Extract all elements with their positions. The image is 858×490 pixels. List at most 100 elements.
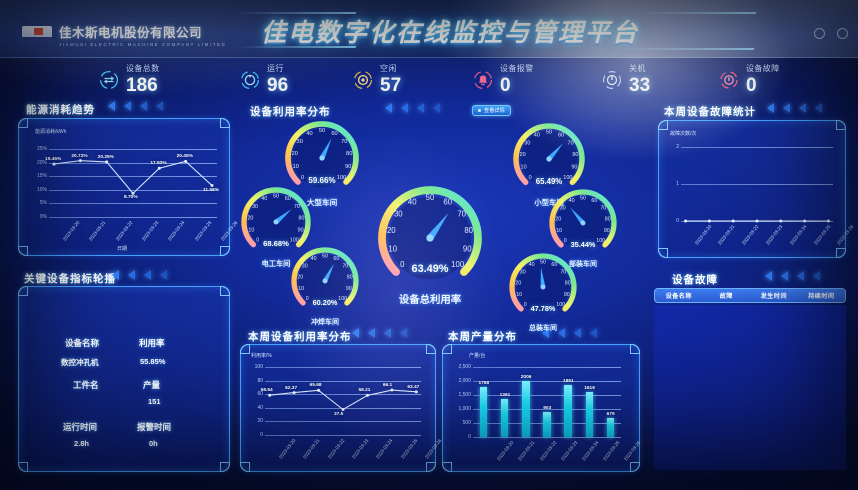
key-device-row-label: 数控冲孔机 [61, 358, 99, 367]
key-device-row-value: 产量 [143, 380, 161, 390]
panel-title-fault-stats: 本周设备故障统计 [664, 106, 756, 118]
svg-text:50: 50 [322, 253, 328, 259]
fault-icon [718, 69, 740, 91]
svg-text:70: 70 [341, 139, 347, 145]
svg-text:40: 40 [534, 133, 540, 139]
kpi-label: 关机 [629, 64, 646, 73]
kpi-idle[interactable]: 空闲 57 [352, 65, 401, 95]
data-label: 17.93% [150, 161, 167, 167]
kpi-device-total[interactable]: 设备总数 186 [98, 65, 160, 95]
svg-text:10: 10 [521, 165, 527, 171]
company-logo: 佳木斯电机股份有限公司 JIAMUSI ELECTRIC MACHINE COM… [22, 22, 226, 47]
svg-text:70: 70 [600, 206, 606, 212]
panel-title-fault-table: 设备故障 [672, 274, 718, 286]
data-label: 2006 [520, 374, 532, 380]
x-axis-tick: 2023-03-20 [496, 440, 515, 462]
view-detail-label: 查看详情 [484, 108, 505, 114]
svg-text:50: 50 [426, 193, 435, 202]
fault-table-header: 设备名称 故障 发生时间 持续时间 [654, 288, 846, 303]
svg-text:70: 70 [560, 270, 566, 276]
kpi-value: 33 [629, 75, 651, 96]
svg-text:70: 70 [457, 209, 466, 218]
gauge-value: 35.44% [570, 239, 596, 249]
svg-text:70: 70 [568, 141, 574, 147]
minimize-icon[interactable] [814, 28, 825, 39]
key-device-row-label: 设备名称 [65, 338, 100, 348]
key-device-row-label: 2.8h [74, 439, 90, 448]
svg-text:80: 80 [299, 215, 305, 221]
kpi-alarm[interactable]: 设备报警 0 [472, 65, 534, 95]
running-icon [239, 69, 261, 91]
y-axis-tick: 2,500 [458, 364, 471, 370]
y-axis-tick: 500 [462, 420, 471, 426]
svg-text:20: 20 [247, 215, 253, 221]
gauge-value: 63.49% [411, 262, 449, 275]
key-device-row-value: 0h [149, 439, 158, 448]
data-label: 903 [543, 405, 552, 411]
y-axis-tick: 0 [468, 434, 471, 440]
gauge-2[interactable]: 0 10 20 30 40 50 60 70 80 90 100 60.20% 冲焊车间 [290, 246, 360, 330]
svg-text:50: 50 [273, 193, 279, 199]
x-axis-tick: 2023-03-26 [623, 440, 642, 462]
x-axis-tick: 2023-03-24 [580, 440, 600, 462]
window-controls[interactable] [814, 28, 848, 39]
fault-table-body[interactable] [654, 305, 846, 470]
panel-title-week-util: 本周设备利用率分布 [248, 331, 352, 343]
key-device-row-value: 151 [148, 397, 161, 406]
panel-title-key-device: 关键设备指标轮播 [24, 273, 116, 285]
x-axis-tick: 2023-03-23 [559, 440, 579, 462]
data-label: 1361 [499, 392, 511, 398]
kpi-strip: 设备总数 186 运行 96 空闲 57 [0, 58, 858, 100]
kpi-running[interactable]: 运行 96 [239, 65, 288, 95]
svg-text:90: 90 [564, 292, 570, 298]
bar [522, 380, 530, 437]
gauge-name: 设备总利用率 [398, 295, 462, 306]
data-label: 8.70% [124, 195, 138, 201]
svg-text:50: 50 [546, 130, 552, 136]
gauge-6[interactable]: 0 10 20 30 40 50 60 70 80 90 100 47.78% 总装车间 [508, 252, 578, 336]
data-label: 679 [606, 411, 615, 417]
svg-text:10: 10 [388, 244, 397, 253]
kpi-value: 186 [126, 75, 158, 96]
svg-text:50: 50 [540, 259, 546, 265]
svg-text:50: 50 [580, 195, 586, 201]
kpi-fault[interactable]: 设备故障 0 [718, 65, 780, 95]
svg-text:50: 50 [319, 128, 325, 134]
data-label: 58.54 [260, 388, 273, 394]
view-detail-button[interactable]: 查看详情 [472, 105, 511, 116]
svg-text:90: 90 [345, 164, 351, 170]
svg-text:20: 20 [292, 151, 298, 157]
fault-stats-panel: 故障次数/次 0 1 2 2023-03-20 2023-03-21 2023-03-22… [658, 120, 855, 258]
data-label: 1851 [563, 379, 574, 385]
bar [500, 398, 509, 437]
fault-table-col: 持续时间 [808, 293, 835, 300]
svg-text:40: 40 [408, 197, 417, 206]
data-label: 37.5 [334, 411, 344, 417]
alarm-bell-icon [472, 69, 494, 91]
svg-text:30: 30 [252, 204, 258, 210]
chevron-group-fault-table [765, 271, 820, 281]
chevron-group-key-device [112, 270, 167, 280]
shutdown-icon [601, 69, 623, 91]
svg-text:10: 10 [556, 228, 562, 234]
chevron-group-utilization [385, 103, 440, 113]
data-label: 63.47 [407, 384, 420, 390]
svg-text:80: 80 [464, 226, 473, 235]
bar [585, 391, 594, 437]
svg-text:30: 30 [524, 141, 530, 147]
data-label: 11.58% [202, 187, 219, 193]
svg-text:80: 80 [565, 280, 571, 286]
svg-text:60: 60 [333, 256, 339, 262]
gauge-3[interactable]: 0 10 20 30 40 50 60 70 80 90 100 63.49% 设备总利用率 [378, 186, 482, 306]
kpi-shutdown[interactable]: 关机 33 [601, 65, 650, 95]
svg-text:30: 30 [394, 209, 403, 218]
refresh-icon[interactable] [837, 28, 848, 39]
svg-text:40: 40 [311, 256, 317, 262]
gauge-value: 59.66% [308, 176, 336, 186]
gauge-value: 65.49% [535, 176, 563, 186]
y-axis-tick: 1,000 [458, 406, 471, 412]
page-title: 佳电数字化在线监控与管理平台 [260, 19, 639, 47]
gauge-name: 冲焊车间 [311, 319, 339, 326]
svg-text:80: 80 [605, 216, 611, 222]
data-label: 20.72% [71, 153, 88, 159]
